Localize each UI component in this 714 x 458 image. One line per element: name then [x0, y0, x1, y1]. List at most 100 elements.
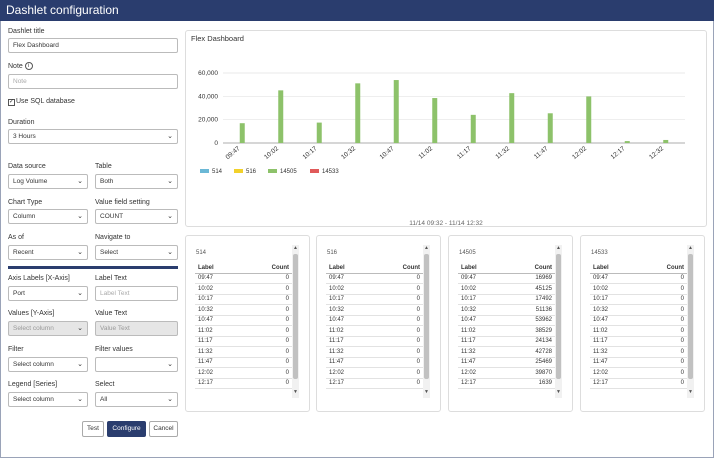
- legend-item-514[interactable]: 514: [200, 169, 222, 175]
- table-row: 11:47 25469: [458, 357, 555, 368]
- label-cell: 12:17: [458, 378, 505, 389]
- table-select[interactable]: Both ⌄: [95, 174, 178, 189]
- legend-select[interactable]: Select column ⌄: [8, 392, 88, 407]
- legend-item-14533[interactable]: 14533: [310, 169, 339, 175]
- count-column-header[interactable]: Count: [504, 263, 555, 274]
- x-tick-label: 10:17: [302, 145, 319, 161]
- chevron-down-icon: ⌄: [167, 133, 173, 140]
- count-column-header[interactable]: Count: [636, 263, 687, 274]
- test-button[interactable]: Test: [82, 421, 104, 437]
- info-icon[interactable]: i: [24, 62, 33, 70]
- x-tick-label: 12:17: [610, 145, 627, 161]
- chevron-down-icon: ⌄: [77, 396, 83, 403]
- count-cell: 0: [372, 378, 423, 389]
- value-field-select[interactable]: COUNT ⌄: [95, 209, 178, 224]
- scroll-down-icon[interactable]: ▼: [556, 389, 561, 395]
- filter-select[interactable]: Select column ⌄: [8, 357, 88, 372]
- label-cell: 10:32: [458, 304, 505, 316]
- axis-labels-label: Axis Labels [X-Axis]: [8, 275, 70, 282]
- label-cell: 10:32: [326, 304, 373, 316]
- table-scrollbar[interactable]: ▲ ▼: [555, 245, 562, 398]
- scroll-up-icon[interactable]: ▲: [556, 245, 561, 251]
- scroll-down-icon[interactable]: ▼: [424, 389, 429, 395]
- value-text-input[interactable]: Value Text: [95, 321, 178, 336]
- label-cell: 10:32: [590, 304, 637, 316]
- scroll-thumb[interactable]: [688, 254, 693, 379]
- table-row: 10:02 0: [195, 283, 292, 295]
- label-cell: 12:02: [458, 367, 505, 379]
- label-cell: 10:47: [326, 315, 373, 326]
- label-text-input[interactable]: Label Text: [95, 286, 178, 301]
- as-of-value: Recent: [13, 249, 34, 256]
- select-all-value: All: [100, 396, 108, 403]
- label-column-header[interactable]: Label: [590, 263, 637, 274]
- count-cell: 17492: [504, 294, 555, 305]
- label-column-header[interactable]: Label: [326, 263, 373, 274]
- values-value: Select column: [13, 325, 54, 332]
- label-cell: 09:47: [590, 273, 637, 284]
- count-cell: 0: [372, 283, 423, 295]
- duration-value: 3 Hours: [13, 133, 36, 140]
- label-column-header[interactable]: Label: [195, 263, 242, 274]
- table-row: 10:17 17492: [458, 294, 555, 305]
- table-row: 11:02 0: [590, 325, 687, 337]
- scroll-down-icon[interactable]: ▼: [293, 389, 298, 395]
- label-cell: 10:47: [458, 315, 505, 326]
- scroll-down-icon[interactable]: ▼: [688, 389, 693, 395]
- values-select[interactable]: Select column ⌄: [8, 321, 88, 336]
- table-scrollbar[interactable]: ▲ ▼: [687, 245, 694, 398]
- count-cell: 0: [241, 378, 292, 389]
- count-column-header[interactable]: Count: [372, 263, 423, 274]
- count-cell: 38529: [504, 325, 555, 337]
- count-cell: 0: [636, 294, 687, 305]
- legend-value: Select column: [13, 396, 54, 403]
- count-column-header[interactable]: Count: [241, 263, 292, 274]
- cancel-button[interactable]: Cancel: [149, 421, 178, 437]
- data-source-select[interactable]: Log Volume ⌄: [8, 174, 88, 189]
- x-tick-label: 09:47: [225, 145, 242, 161]
- use-sql-checkbox[interactable]: ✓: [8, 99, 15, 106]
- table-row: 12:17 0: [326, 378, 423, 389]
- chevron-down-icon: ⌄: [77, 213, 83, 220]
- navigate-select[interactable]: Select ⌄: [95, 245, 178, 260]
- scroll-up-icon[interactable]: ▲: [293, 245, 298, 251]
- column-chart: 60,000 40,000 20,000 0 09:47 10:02 10:17 10:32 1…: [198, 70, 685, 161]
- label-column-header[interactable]: Label: [458, 263, 505, 274]
- count-cell: 0: [636, 367, 687, 379]
- label-cell: 12:02: [590, 367, 637, 379]
- axis-labels-select[interactable]: Port ⌄: [8, 286, 88, 301]
- chevron-down-icon: ⌄: [167, 178, 173, 185]
- duration-select[interactable]: 3 Hours ⌄: [8, 129, 178, 144]
- values-label: Values [Y-Axis]: [8, 310, 55, 317]
- table-row: 10:47 0: [195, 315, 292, 326]
- table-scrollbar[interactable]: ▲ ▼: [423, 245, 430, 398]
- label-cell: 10:17: [458, 294, 505, 305]
- count-cell: 0: [636, 336, 687, 347]
- legend-item-14505[interactable]: 14505: [268, 169, 297, 175]
- x-tick-label: 10:47: [379, 145, 396, 161]
- scroll-up-icon[interactable]: ▲: [424, 245, 429, 251]
- table-scrollbar[interactable]: ▲ ▼: [292, 245, 299, 398]
- filter-values-select[interactable]: ⌄: [95, 357, 178, 372]
- count-cell: 0: [372, 315, 423, 326]
- scroll-thumb[interactable]: [424, 254, 429, 379]
- select-all-select[interactable]: All ⌄: [95, 392, 178, 407]
- note-input[interactable]: Note: [8, 74, 178, 89]
- dashlet-title-input[interactable]: Flex Dashboard: [8, 38, 178, 53]
- note-label-text: Note: [8, 62, 23, 70]
- scroll-thumb[interactable]: [556, 254, 561, 379]
- label-cell: 10:17: [590, 294, 637, 305]
- label-cell: 11:17: [195, 336, 242, 347]
- chart-type-select[interactable]: Column ⌄: [8, 209, 88, 224]
- as-of-select[interactable]: Recent ⌄: [8, 245, 88, 260]
- scroll-up-icon[interactable]: ▲: [688, 245, 693, 251]
- legend-item-516[interactable]: 516: [234, 169, 256, 175]
- table-row: 09:47 0: [590, 273, 687, 284]
- scroll-thumb[interactable]: [293, 254, 298, 379]
- configure-button[interactable]: Configure: [107, 421, 146, 437]
- count-cell: 0: [241, 325, 292, 337]
- count-cell: 0: [372, 325, 423, 337]
- x-tick-label: 11:02: [417, 145, 434, 161]
- count-cell: 0: [372, 304, 423, 316]
- table-title: 516: [327, 250, 338, 256]
